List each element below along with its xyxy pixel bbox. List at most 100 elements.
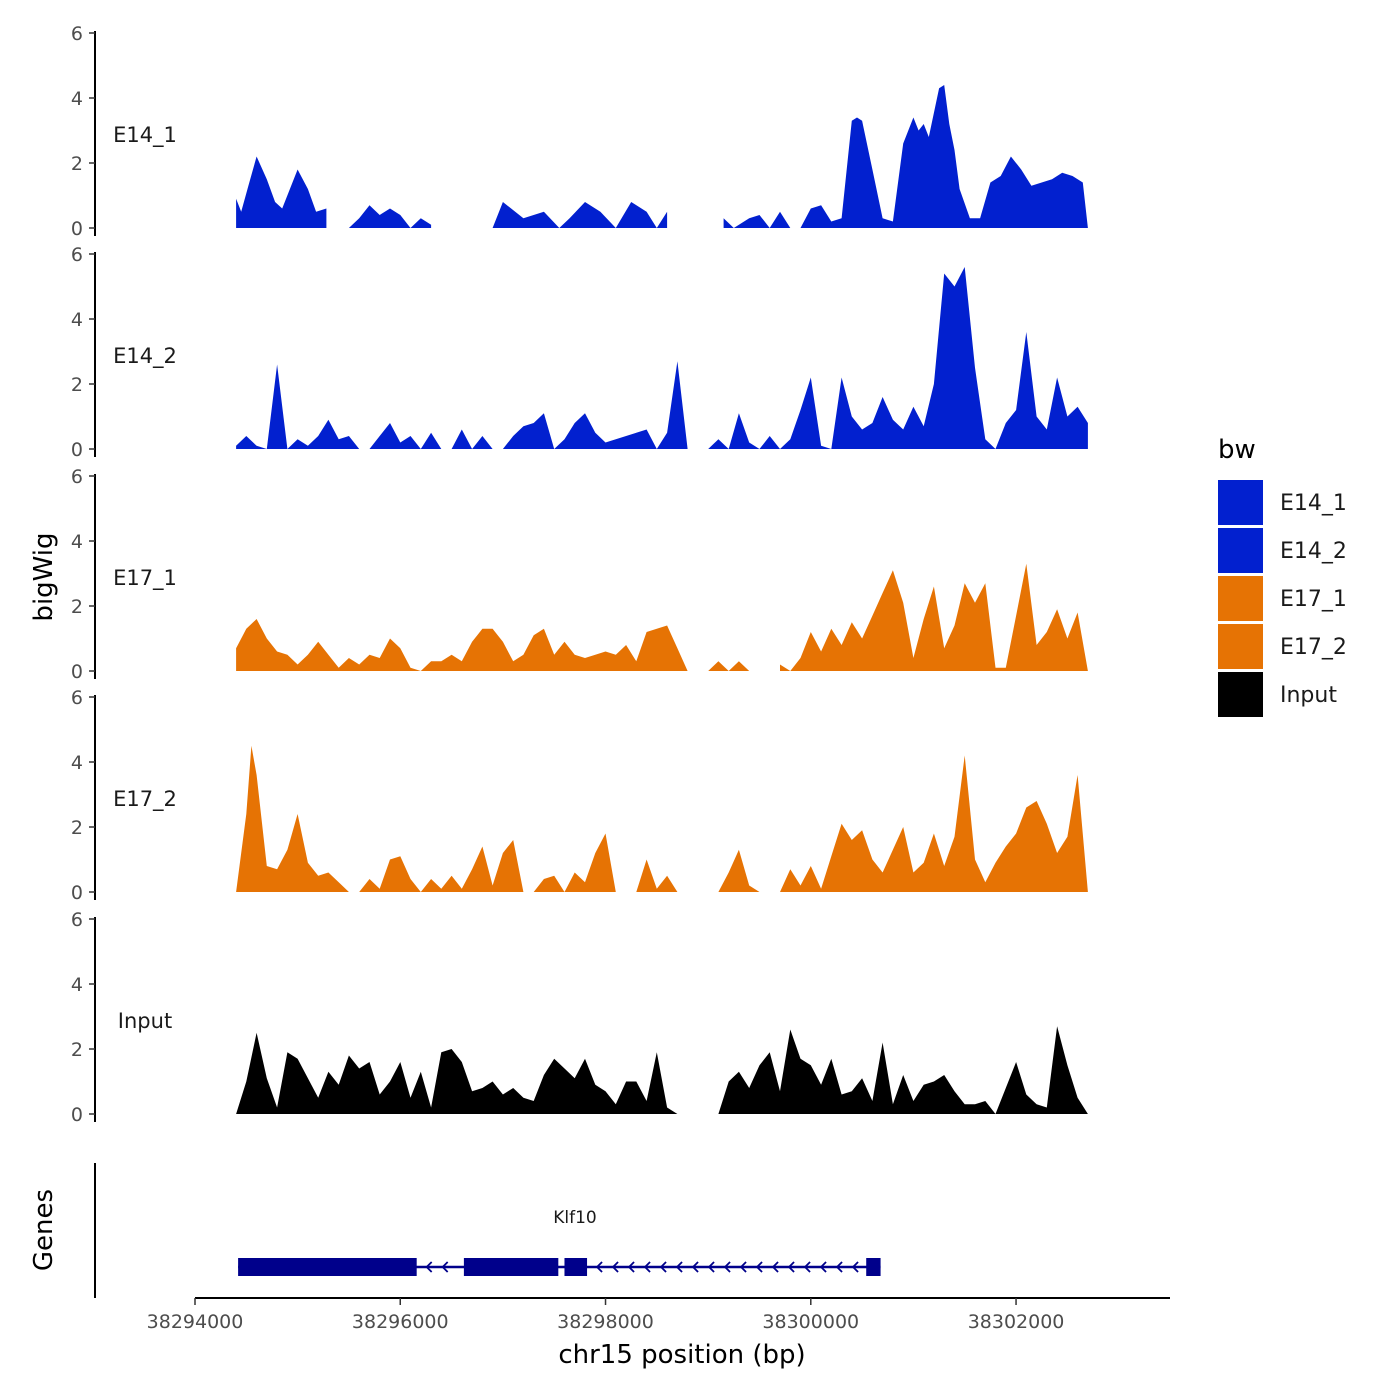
legend-item-input: Input xyxy=(1218,672,1337,717)
y-tick-label: 4 xyxy=(71,974,83,996)
y-tick-label: 4 xyxy=(71,752,83,774)
legend-title: bw xyxy=(1218,435,1256,465)
y-axis-title: bigWig xyxy=(29,532,59,621)
y-tick-label: 4 xyxy=(71,531,83,553)
gene-exon xyxy=(463,1258,559,1276)
y-tick-label: 2 xyxy=(71,817,83,839)
genes-axis-title: Genes xyxy=(29,1189,59,1271)
gene-exon xyxy=(564,1258,588,1276)
legend-swatch xyxy=(1218,576,1263,621)
signal-area xyxy=(723,85,1088,228)
x-tick-label: 38302000 xyxy=(968,1311,1065,1333)
strand-arrow xyxy=(643,1261,651,1273)
x-axis-title: chr15 position (bp) xyxy=(558,1340,805,1370)
track-label: E14_1 xyxy=(113,123,177,148)
signal-area xyxy=(780,563,1088,671)
legend-label: E17_2 xyxy=(1280,635,1347,660)
strand-arrow xyxy=(441,1261,449,1273)
y-tick-label: 2 xyxy=(71,374,83,396)
track-input: 0 2 4 6 Input xyxy=(71,909,1088,1126)
legend-item-e17-1: E17_1 xyxy=(1218,576,1347,621)
strand-arrow xyxy=(771,1261,779,1273)
gene-label: Klf10 xyxy=(553,1208,597,1228)
legend-items: E14_1 E14_2 E17_1 E17_2 Input xyxy=(1218,480,1347,717)
strand-arrow xyxy=(835,1261,843,1273)
y-tick-label: 6 xyxy=(71,466,83,488)
track-e17-2: 0 2 4 6 E17_2 xyxy=(71,687,1088,904)
strand-arrow xyxy=(707,1261,715,1273)
track-e14-2: 0 2 4 6 E14_2 xyxy=(71,244,1088,461)
legend-label: Input xyxy=(1280,683,1337,708)
signal-area xyxy=(718,1026,1088,1114)
strand-arrow xyxy=(819,1261,827,1273)
legend-label: E17_1 xyxy=(1280,587,1347,612)
strand-arrow xyxy=(659,1261,667,1273)
x-tick-label: 38296000 xyxy=(352,1311,449,1333)
signal-area xyxy=(236,156,327,228)
signal-area xyxy=(780,755,1088,892)
x-tick-label: 38298000 xyxy=(557,1311,654,1333)
x-ticks: 38294000 38296000 38298000 38300000 38302000 xyxy=(147,1298,1065,1333)
signal-area xyxy=(236,1032,688,1114)
y-tick-label: 4 xyxy=(71,309,83,331)
signal-area xyxy=(348,205,432,228)
signal-area xyxy=(472,202,668,228)
legend-swatch xyxy=(1218,528,1263,573)
strand-arrow xyxy=(755,1261,763,1273)
x-tick-label: 38300000 xyxy=(762,1311,859,1333)
strand-arrow xyxy=(787,1261,795,1273)
x-axis: 38294000 38296000 38298000 38300000 38302000 xyxy=(147,1297,1170,1333)
strand-arrow xyxy=(611,1261,619,1273)
legend: bw E14_1 E14_2 E17_1 E17_2 Input xyxy=(1218,435,1347,717)
y-tick-label: 6 xyxy=(71,909,83,931)
strand-arrow xyxy=(425,1261,433,1273)
bigwig-tracks: 0 2 4 6 E14_1 0 2 4 6 E14_2 0 2 4 6 E17_1 0 2 4 6 E17_2 0 2 4 6… xyxy=(71,23,1088,1126)
track-label: Input xyxy=(118,1009,172,1033)
signal-area xyxy=(708,661,760,671)
y-tick-label: 6 xyxy=(71,244,83,266)
legend-swatch xyxy=(1218,480,1263,525)
gene-models: Klf10 xyxy=(238,1208,881,1276)
strand-arrow xyxy=(803,1261,811,1273)
strand-arrow xyxy=(723,1261,731,1273)
y-tick-label: 0 xyxy=(71,439,83,461)
y-tick-label: 2 xyxy=(71,596,83,618)
legend-item-e14-1: E14_1 xyxy=(1218,480,1347,525)
signal-area xyxy=(236,745,678,892)
strand-arrow xyxy=(627,1261,635,1273)
track-e14-1: 0 2 4 6 E14_1 xyxy=(71,23,1088,240)
gene-klf10: Klf10 xyxy=(238,1208,881,1276)
strand-arrow xyxy=(739,1261,747,1273)
y-tick-label: 6 xyxy=(71,687,83,709)
y-tick-label: 0 xyxy=(71,218,83,240)
legend-label: E14_2 xyxy=(1280,539,1347,564)
y-tick-label: 0 xyxy=(71,661,83,683)
track-label: E17_2 xyxy=(113,787,177,812)
y-tick-label: 0 xyxy=(71,1104,83,1126)
signal-area xyxy=(236,267,1088,449)
signal-area xyxy=(718,849,760,892)
genes-panel: Klf10 xyxy=(94,1163,881,1298)
y-tick-label: 0 xyxy=(71,882,83,904)
strand-arrow xyxy=(851,1261,859,1273)
x-tick-label: 38294000 xyxy=(147,1311,244,1333)
y-tick-label: 4 xyxy=(71,88,83,110)
legend-swatch xyxy=(1218,624,1263,669)
y-tick-label: 2 xyxy=(71,1039,83,1061)
strand-arrow xyxy=(691,1261,699,1273)
legend-label: E14_1 xyxy=(1280,491,1347,516)
track-label: E17_1 xyxy=(113,566,177,591)
gene-exon xyxy=(238,1258,417,1276)
track-e17-1: 0 2 4 6 E17_1 xyxy=(71,466,1088,683)
strand-arrow xyxy=(595,1261,603,1273)
legend-item-e14-2: E14_2 xyxy=(1218,528,1347,573)
legend-swatch xyxy=(1218,672,1263,717)
y-tick-label: 2 xyxy=(71,153,83,175)
legend-item-e17-2: E17_2 xyxy=(1218,624,1347,669)
y-tick-label: 6 xyxy=(71,23,83,45)
track-label: E14_2 xyxy=(113,344,177,369)
signal-area xyxy=(236,619,688,671)
gene-exon xyxy=(866,1258,881,1276)
strand-arrow xyxy=(675,1261,683,1273)
